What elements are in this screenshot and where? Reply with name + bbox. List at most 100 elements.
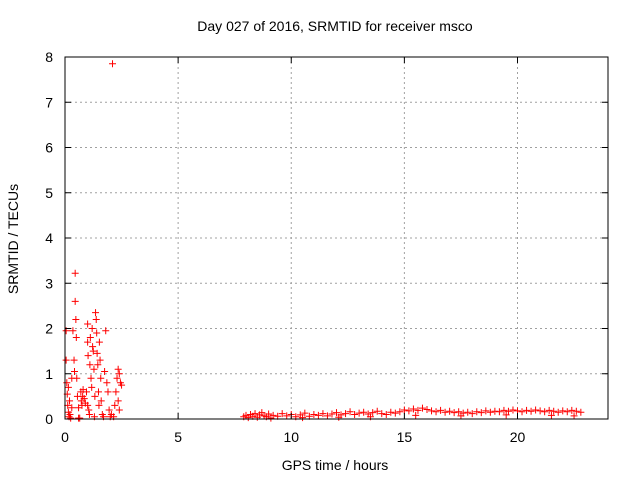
data-point	[105, 406, 113, 414]
y-tick-label: 2	[45, 321, 53, 337]
data-point	[278, 410, 286, 418]
data-point	[94, 388, 102, 396]
data-point	[71, 297, 79, 305]
data-point	[391, 409, 399, 417]
data-point	[115, 406, 123, 414]
data-point	[396, 408, 404, 416]
data-point	[342, 410, 350, 418]
data-point	[527, 407, 535, 415]
data-point	[109, 60, 117, 68]
data-point	[92, 315, 100, 323]
data-point	[93, 329, 101, 337]
data-point	[85, 406, 93, 414]
data-point	[572, 407, 580, 415]
data-point	[414, 406, 422, 414]
data-point	[509, 406, 517, 414]
data-point	[64, 383, 72, 391]
data-point	[495, 408, 503, 416]
data-point	[314, 411, 322, 419]
data-point	[455, 408, 463, 416]
data-point	[95, 401, 103, 409]
data-point	[102, 327, 110, 335]
data-point	[114, 365, 122, 373]
data-point	[554, 408, 562, 416]
data-point	[91, 392, 99, 400]
data-point	[409, 405, 417, 413]
data-point	[428, 407, 436, 415]
data-point	[66, 410, 74, 418]
y-tick-label: 3	[45, 275, 53, 291]
data-point	[387, 408, 395, 416]
data-point	[68, 374, 76, 382]
data-point	[71, 367, 79, 375]
data-point	[80, 395, 88, 403]
data-point	[71, 269, 79, 277]
axes	[64, 56, 609, 420]
data-point	[88, 383, 96, 391]
x-tick-label: 0	[61, 429, 69, 445]
data-point	[468, 410, 476, 418]
data-point	[82, 388, 90, 396]
data-point	[113, 374, 121, 382]
y-tick-label: 0	[45, 411, 53, 427]
y-tick-label: 5	[45, 185, 53, 201]
data-point	[457, 412, 465, 420]
data-point	[450, 409, 458, 417]
tick-labels: 0 5 10 15 20 0 1 2 3 4 5 6 7 8	[45, 49, 525, 445]
data-point	[72, 334, 80, 342]
x-tick-label: 15	[397, 429, 413, 445]
data-point	[360, 408, 368, 416]
data-point	[86, 334, 94, 342]
data-point	[405, 407, 413, 415]
data-point	[96, 356, 104, 364]
data-point	[577, 408, 585, 416]
y-tick-label: 4	[45, 230, 53, 246]
data-point	[423, 405, 431, 413]
data-point	[89, 347, 97, 355]
data-point	[523, 406, 531, 414]
data-point	[328, 410, 336, 418]
data-point	[482, 407, 490, 415]
data-point	[412, 411, 420, 419]
data-point	[72, 315, 80, 323]
y-axis-label: SRMTID / TECUs	[5, 184, 21, 294]
data-point	[90, 365, 98, 373]
data-point	[85, 410, 93, 418]
data-point	[335, 413, 343, 421]
y-tick-label: 1	[45, 366, 53, 382]
data-point	[500, 406, 508, 414]
data-point	[103, 379, 111, 387]
chart-title: Day 027 of 2016, SRMTID for receiver msc…	[197, 18, 473, 34]
x-axis-label: GPS time / hours	[282, 457, 389, 473]
data-point	[477, 409, 485, 417]
data-point	[86, 361, 94, 369]
y-tick-label: 7	[45, 94, 53, 110]
data-point	[88, 325, 96, 332]
data-point	[473, 408, 481, 416]
data-point	[319, 410, 327, 418]
data-point	[84, 401, 92, 409]
data-point	[104, 388, 112, 396]
data-point	[114, 397, 122, 405]
x-tick-label: 5	[174, 429, 182, 445]
y-tick-label: 6	[45, 140, 53, 156]
data-point	[62, 356, 70, 364]
data-point	[92, 309, 100, 317]
data-point	[111, 401, 119, 409]
data-point	[97, 374, 105, 382]
data-point	[346, 408, 354, 416]
data-point	[265, 410, 273, 418]
data-point	[502, 411, 510, 419]
data-point	[310, 410, 318, 418]
data-point	[63, 379, 71, 387]
data-point	[369, 409, 377, 417]
data-point	[351, 410, 359, 418]
x-tick-label: 20	[510, 429, 526, 445]
data-point	[355, 409, 363, 417]
data-point	[94, 361, 102, 369]
data-point	[267, 414, 275, 422]
data-point	[464, 408, 472, 416]
data-point	[70, 356, 78, 364]
data-point	[333, 409, 340, 417]
